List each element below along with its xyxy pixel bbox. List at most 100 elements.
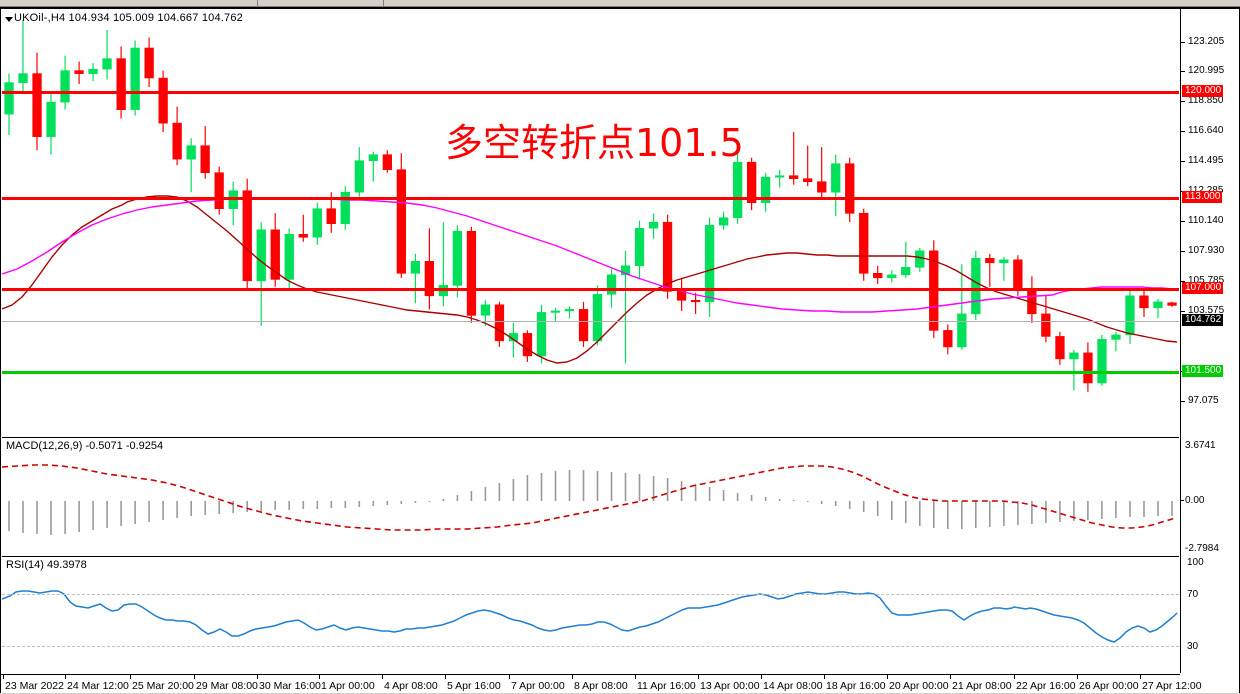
price-tick <box>1181 161 1185 162</box>
price-tick <box>1181 221 1185 222</box>
candle <box>186 145 196 160</box>
panel-separator-2 <box>2 556 1179 557</box>
price-tick <box>1181 71 1185 72</box>
candle <box>214 172 224 209</box>
ma-fast-line <box>2 195 1178 364</box>
price-tag-101-500[interactable]: 101.500 <box>1182 365 1224 377</box>
price-tag-113-000[interactable]: 113.000 <box>1182 191 1223 203</box>
price-tag-120-000[interactable]: 120.000 <box>1182 85 1224 97</box>
candle <box>326 208 336 224</box>
macd-panel[interactable]: MACD(12,26,9) -0.5071 -0.9254 <box>2 439 1179 556</box>
macd-signal-line <box>2 464 1178 531</box>
candle <box>718 217 729 226</box>
candle <box>648 221 659 229</box>
time-tick-label: 20 Apr 00:00 <box>889 680 949 692</box>
current-price-line <box>2 321 1179 322</box>
candle <box>550 310 561 313</box>
macd-scale-label: -2.7984 <box>1185 543 1219 554</box>
time-tick-label: 14 Apr 08:00 <box>763 680 823 692</box>
price-tick-label: 110.140 <box>1188 215 1224 226</box>
candle <box>298 234 308 238</box>
chart-menu-caret-icon[interactable] <box>5 17 13 22</box>
candle <box>1041 313 1051 337</box>
time-tick <box>824 674 825 679</box>
candle <box>284 234 294 280</box>
time-tick <box>761 674 762 679</box>
candle <box>256 229 266 282</box>
time-tick-label: 8 Apr 08:00 <box>574 680 628 692</box>
candle <box>887 274 897 279</box>
price-tick-label: 103.575 <box>1188 305 1225 316</box>
time-tick <box>635 674 636 679</box>
candle <box>396 169 406 274</box>
toolbar-segment-3 <box>385 0 1240 6</box>
time-tick <box>257 674 258 679</box>
price-tick <box>1181 42 1185 43</box>
price-tick-label: 107.930 <box>1188 245 1225 256</box>
time-tick-label: 11 Apr 16:00 <box>637 680 696 692</box>
price-axis[interactable]: 123.205 120.995 118.850 116.640 114.495 112.2… <box>1180 9 1239 684</box>
candle <box>788 175 799 179</box>
price-tick <box>1181 131 1185 132</box>
price-tag-104-762[interactable]: 104.762 <box>1182 314 1224 326</box>
panel-separator-1 <box>2 437 1179 438</box>
time-axis[interactable]: 23 Mar 2022 24 Mar 12:00 25 Mar 20:00 29 Ma… <box>1 674 1239 693</box>
candle <box>564 309 575 312</box>
candle <box>88 68 98 74</box>
time-tick <box>3 674 4 679</box>
time-tick-label: 24 Mar 12:00 <box>67 680 129 692</box>
time-tick <box>887 674 888 679</box>
rsi-scale-label: 30 <box>1187 641 1199 652</box>
price-tick-label: 120.995 <box>1188 65 1225 76</box>
candle <box>494 304 505 342</box>
price-tick <box>1181 281 1185 282</box>
candle <box>522 333 533 357</box>
candle <box>662 221 673 292</box>
time-tick <box>194 674 195 679</box>
candle <box>144 47 154 79</box>
price-tick <box>1181 311 1185 312</box>
time-tick <box>1014 674 1015 679</box>
rsi-indicator-label: RSI(14) 49.3978 <box>6 559 87 571</box>
candle <box>1097 339 1107 384</box>
macd-series <box>2 464 1178 535</box>
time-tick <box>382 674 383 679</box>
time-tick <box>319 674 320 679</box>
rsi-panel[interactable]: RSI(14) 49.3978 <box>2 558 1179 673</box>
rsi-oversold-line <box>2 646 1179 647</box>
time-axis-rule <box>1 674 1180 675</box>
plot-area[interactable]: UKOil-,H4 104.934 105.009 104.667 104.76… <box>2 9 1179 673</box>
candle <box>732 161 743 219</box>
level-line-113[interactable] <box>2 197 1179 200</box>
time-tick <box>572 674 573 679</box>
rsi-scale-label: 70 <box>1187 589 1199 600</box>
price-tick-label: 97.075 <box>1188 395 1219 406</box>
level-line-101-5[interactable] <box>2 371 1179 374</box>
candle <box>1153 301 1163 309</box>
time-tick-label: 4 Apr 08:00 <box>384 680 438 692</box>
price-tag-107-000[interactable]: 107.000 <box>1182 282 1224 294</box>
time-tick-label: 25 Mar 20:00 <box>132 680 194 692</box>
symbol-quote-label: UKOil-,H4 104.934 105.009 104.667 104.76… <box>14 12 243 24</box>
macd-scale-label: 3.6741 <box>1185 440 1216 451</box>
time-tick-label: 5 Apr 16:00 <box>447 680 501 692</box>
price-tick-label: 105.785 <box>1188 275 1225 286</box>
macd-zero-tick <box>1181 500 1184 501</box>
candle <box>172 122 182 160</box>
toolbar-segment-1 <box>0 0 258 6</box>
price-panel[interactable]: UKOil-,H4 104.934 105.009 104.667 104.76… <box>2 9 1179 437</box>
candle <box>32 73 42 137</box>
candle <box>424 261 434 297</box>
candle <box>704 225 715 303</box>
time-tick-label: 1 Apr 00:00 <box>321 680 375 692</box>
level-line-107[interactable] <box>2 288 1179 291</box>
candle <box>60 70 70 103</box>
candle <box>999 259 1009 264</box>
chart-window[interactable]: UKOil-,H4 104.934 105.009 104.667 104.76… <box>0 7 1240 694</box>
rsi-scale-label: 100 <box>1187 557 1204 568</box>
level-line-120[interactable] <box>2 91 1179 94</box>
candle <box>116 58 126 110</box>
candle <box>242 190 252 282</box>
time-tick <box>698 674 699 679</box>
candle <box>634 228 645 267</box>
